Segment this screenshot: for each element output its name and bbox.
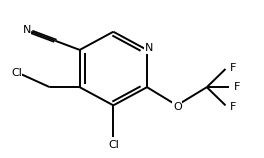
Text: Cl: Cl: [108, 140, 119, 150]
Text: F: F: [230, 63, 236, 73]
Text: Cl: Cl: [11, 68, 22, 78]
Text: F: F: [234, 82, 241, 92]
Text: F: F: [230, 102, 236, 112]
Text: O: O: [173, 102, 182, 112]
Text: N: N: [145, 43, 153, 53]
Text: N: N: [22, 25, 31, 35]
